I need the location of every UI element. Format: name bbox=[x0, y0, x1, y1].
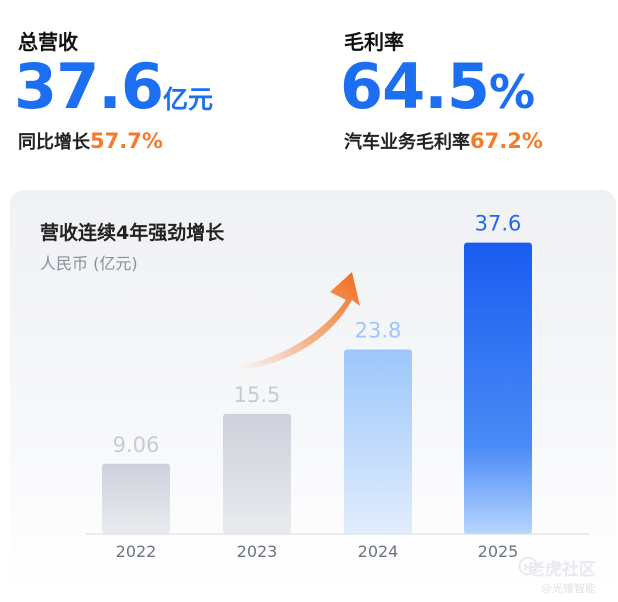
value-label-2024: 23.8 bbox=[355, 319, 402, 343]
bar-2023 bbox=[223, 413, 291, 534]
revenue-yoy-value: 57.7% bbox=[90, 129, 163, 153]
bar-2024 bbox=[344, 349, 412, 534]
x-tick-label-2022: 2022 bbox=[116, 542, 157, 561]
gross-margin-value: 64.5 bbox=[340, 50, 490, 123]
watermark-line2: @光锥智能 bbox=[541, 582, 596, 595]
x-tick-label-2023: 2023 bbox=[237, 542, 278, 561]
bars-layer: 9.06 2022 15.5 2023 23.8 2024 37.6 2025 bbox=[102, 212, 532, 561]
auto-margin-label: 汽车业务毛利率 bbox=[344, 132, 470, 153]
gross-margin-value-group: 64.5% bbox=[340, 56, 536, 120]
x-tick-label-2025: 2025 bbox=[478, 542, 519, 561]
chart-title: 营收连续4年强劲增长 bbox=[40, 222, 225, 244]
auto-margin-value: 67.2% bbox=[470, 129, 543, 153]
auto-margin: 汽车业务毛利率67.2% bbox=[344, 128, 543, 154]
revenue-label: 总营收 bbox=[18, 30, 78, 54]
watermark-line1: 老虎社区 bbox=[528, 560, 596, 580]
value-label-2025: 37.6 bbox=[475, 212, 522, 236]
gross-margin-percent: % bbox=[488, 65, 536, 119]
revenue-yoy-label: 同比增长 bbox=[18, 132, 90, 153]
revenue-yoy: 同比增长57.7% bbox=[18, 128, 163, 154]
bar-2025 bbox=[464, 242, 532, 534]
revenue-value-group: 37.6亿元 bbox=[14, 56, 213, 118]
growth-arrow-icon bbox=[240, 272, 360, 370]
tiger-logo-icon bbox=[518, 556, 538, 576]
chart-unit-label: 人民币 (亿元) bbox=[40, 254, 138, 273]
revenue-unit: 亿元 bbox=[162, 85, 213, 114]
bar-2022 bbox=[102, 463, 170, 534]
value-label-2022: 9.06 bbox=[113, 433, 160, 457]
gross-margin-label: 毛利率 bbox=[344, 30, 404, 54]
x-tick-label-2024: 2024 bbox=[358, 542, 399, 561]
revenue-value: 37.6 bbox=[14, 50, 164, 123]
value-label-2023: 15.5 bbox=[234, 383, 281, 407]
